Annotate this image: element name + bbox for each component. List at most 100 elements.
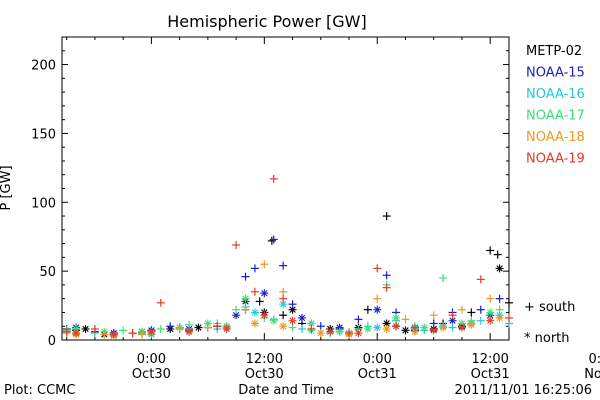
data-point-north — [335, 327, 344, 336]
x-tick-label-time: 0:00 — [137, 352, 166, 367]
data-point-south — [448, 323, 457, 332]
data-point-south — [316, 322, 325, 331]
data-point-north — [316, 329, 325, 338]
data-point-south — [203, 323, 212, 332]
y-tick-label: 200 — [31, 59, 56, 74]
data-point-south — [410, 323, 419, 332]
data-point-north — [250, 319, 259, 328]
data-point-south — [213, 322, 222, 331]
footer-right: 2011/11/01 16:25:06 — [455, 383, 592, 398]
data-point-north — [373, 323, 382, 332]
chart-title: Hemispheric Power [GW] — [167, 12, 366, 31]
data-point-north — [81, 324, 90, 333]
data-point-south — [382, 212, 391, 221]
data-point-south — [448, 311, 457, 320]
legend-entry: NOAA-15 — [526, 66, 585, 81]
data-point-south — [260, 260, 269, 269]
data-point-south — [505, 313, 513, 322]
series-noaa-15 — [62, 235, 504, 338]
data-point-south — [495, 294, 504, 303]
y-tick-label: 150 — [31, 127, 56, 142]
data-point-north — [109, 330, 118, 339]
data-point-south — [279, 287, 288, 296]
data-point-north — [194, 323, 203, 332]
data-point-south — [137, 330, 146, 339]
data-point-south — [476, 316, 485, 325]
data-point-south — [439, 274, 448, 283]
data-point-north — [297, 313, 306, 322]
data-point-south — [476, 305, 485, 314]
data-point-north — [429, 326, 438, 335]
data-point-south — [382, 283, 391, 292]
x-tick-label-time: 0:00 — [363, 352, 392, 367]
data-point-north — [288, 305, 297, 314]
data-point-south — [373, 294, 382, 303]
data-point-south — [382, 271, 391, 280]
data-point-south — [279, 294, 288, 303]
x-tick-label-time: 12:00 — [246, 352, 283, 367]
data-point-north — [439, 323, 448, 332]
data-point-south — [354, 315, 363, 324]
data-point-north — [420, 323, 429, 332]
data-point-south — [486, 246, 495, 255]
data-point-south — [166, 322, 175, 331]
data-point-north — [457, 323, 466, 332]
data-point-north — [250, 308, 259, 317]
data-point-north — [288, 316, 297, 325]
marker-legend: + south * north — [524, 300, 575, 346]
data-point-south — [279, 261, 288, 270]
data-point-north — [486, 308, 495, 317]
data-point-south — [269, 235, 278, 244]
legend-entry: METP-02 — [526, 44, 582, 59]
data-point-south — [279, 311, 288, 320]
data-point-north — [486, 316, 495, 325]
data-point-north — [495, 313, 504, 322]
data-point-south — [128, 329, 137, 338]
data-point-south — [457, 305, 466, 314]
data-point-south — [250, 264, 259, 273]
x-tick-label-date: Oct31 — [358, 367, 397, 382]
series-noaa-16 — [62, 300, 513, 340]
x-axis-label: Date and Time — [238, 383, 334, 398]
series-noaa-19 — [62, 174, 513, 339]
data-point-south — [255, 297, 264, 306]
x-tick-label-date: Oct30 — [132, 367, 171, 382]
marker-legend-entry: + south — [524, 300, 575, 315]
data-point-north — [279, 322, 288, 331]
data-point-south — [119, 326, 128, 335]
data-point-south — [363, 305, 372, 314]
y-tick-label: 50 — [39, 265, 56, 280]
x-tick-label-date: Nov 1 — [584, 367, 600, 382]
data-point-south — [267, 236, 276, 245]
data-marks — [62, 174, 513, 340]
legend-entry: NOAA-17 — [526, 109, 585, 124]
legend-entry: NOAA-19 — [526, 152, 585, 167]
data-point-south — [288, 323, 297, 332]
data-point-south — [401, 315, 410, 324]
data-point-south — [185, 326, 194, 335]
legend: METP-02 NOAA-15 NOAA-16 NOAA-17 NOAA-18 NOAA-… — [526, 44, 585, 167]
data-point-south — [250, 287, 259, 296]
data-point-north — [467, 320, 476, 329]
data-point-north — [363, 324, 372, 333]
data-point-south — [90, 324, 99, 333]
data-point-south — [495, 305, 504, 314]
data-point-south — [307, 324, 316, 333]
data-point-south — [476, 275, 485, 284]
data-point-south — [493, 250, 502, 259]
y-axis: 0 50 100 150 200 — [31, 50, 509, 349]
data-point-north — [241, 294, 250, 303]
data-point-south — [232, 240, 241, 249]
x-tick-label-time: 12:00 — [471, 352, 508, 367]
footer-left: Plot: CCMC — [4, 383, 75, 398]
data-point-south — [241, 305, 250, 314]
x-tick-label-date: Oct31 — [471, 367, 510, 382]
data-point-south — [62, 327, 71, 336]
data-point-south — [175, 324, 184, 333]
x-tick-label-date: Oct30 — [245, 367, 284, 382]
y-tick-label: 0 — [48, 334, 56, 349]
legend-entry: NOAA-18 — [526, 130, 585, 145]
data-point-south — [156, 324, 165, 333]
data-point-north — [382, 319, 391, 328]
data-point-north — [269, 316, 278, 325]
